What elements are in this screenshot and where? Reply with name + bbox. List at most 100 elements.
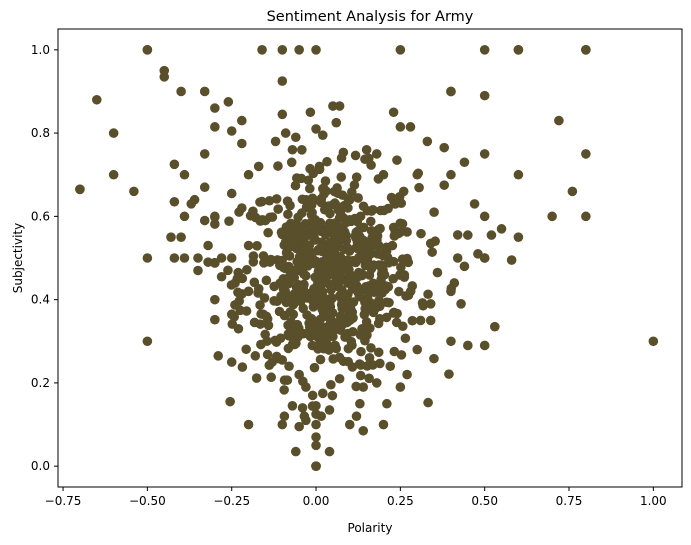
data-point	[449, 278, 460, 288]
data-point	[300, 270, 311, 281]
points-layer	[75, 45, 659, 471]
data-point	[337, 285, 347, 295]
data-point	[277, 45, 288, 55]
data-point	[395, 382, 406, 392]
data-point	[331, 117, 342, 128]
data-point	[338, 147, 349, 158]
data-point	[213, 351, 224, 361]
data-point	[423, 289, 433, 300]
data-point	[280, 128, 291, 138]
data-point	[237, 115, 247, 126]
data-point	[513, 45, 524, 55]
data-point	[129, 186, 139, 197]
data-point	[389, 231, 400, 241]
y-tick-label: 0.6	[31, 209, 50, 223]
data-point	[429, 207, 439, 217]
data-point	[388, 107, 399, 118]
y-axis-label: Subjectivity	[11, 223, 25, 293]
x-tick-label: 0.00	[303, 494, 330, 508]
data-point	[320, 322, 330, 333]
data-point	[479, 253, 490, 263]
x-tick-label: −0.75	[45, 494, 82, 508]
data-point	[425, 299, 436, 309]
data-point	[407, 315, 418, 326]
data-point	[334, 275, 344, 285]
data-point	[432, 267, 443, 278]
data-point	[283, 209, 293, 220]
data-point	[226, 309, 237, 320]
data-point	[479, 211, 490, 222]
axes-frame	[57, 28, 683, 488]
data-point	[463, 230, 473, 240]
data-point	[402, 369, 412, 380]
data-point	[479, 340, 490, 351]
data-point	[193, 253, 203, 263]
data-point	[297, 145, 307, 155]
data-point	[350, 150, 361, 161]
data-point	[210, 122, 220, 132]
data-point	[581, 149, 591, 159]
data-point	[193, 265, 203, 276]
chart-title: Sentiment Analysis for Army	[267, 9, 474, 25]
data-point	[459, 261, 470, 272]
data-point	[376, 262, 386, 272]
data-point	[210, 314, 220, 325]
data-point	[479, 45, 490, 55]
data-point	[412, 169, 423, 180]
data-point	[282, 196, 293, 206]
data-point	[513, 169, 524, 180]
data-point	[279, 287, 290, 297]
data-point	[243, 169, 254, 180]
data-point	[226, 126, 237, 136]
data-point	[230, 278, 240, 288]
data-point	[356, 346, 366, 357]
x-tick-label: 0.50	[471, 494, 498, 508]
y-tick-label: 1.0	[31, 43, 50, 57]
data-point	[389, 346, 400, 357]
data-point	[305, 107, 316, 118]
data-point	[412, 344, 423, 355]
data-point	[357, 269, 367, 279]
y-tick-label: 0.4	[31, 293, 50, 307]
x-axis: −0.75 −0.50 −0.25 0.00 0.25 0.50 0.75 1.00	[45, 487, 667, 508]
data-point	[317, 130, 328, 140]
data-point	[446, 86, 456, 97]
data-point	[381, 281, 391, 291]
data-point	[315, 354, 326, 365]
data-point	[364, 373, 374, 384]
y-axis: 0.0 0.2 0.4 0.6 0.8 1.0	[31, 43, 58, 473]
data-point	[452, 230, 463, 240]
data-point	[389, 307, 399, 318]
data-point	[327, 327, 337, 337]
data-point	[422, 136, 433, 147]
data-point	[223, 97, 234, 107]
data-point	[365, 323, 375, 333]
data-point	[323, 201, 334, 211]
data-point	[251, 373, 262, 383]
data-point	[295, 254, 305, 264]
data-point	[233, 287, 243, 298]
data-point	[290, 446, 301, 457]
data-point	[270, 136, 281, 147]
x-tick-label: −0.25	[213, 494, 250, 508]
x-tick-label: −0.50	[129, 494, 166, 508]
data-point	[261, 275, 272, 286]
data-point	[108, 169, 119, 180]
data-point	[311, 318, 322, 329]
data-point	[311, 419, 321, 430]
data-point	[648, 336, 659, 347]
data-point	[439, 142, 450, 153]
data-point	[338, 213, 349, 223]
data-point	[334, 101, 345, 111]
data-point	[311, 432, 321, 442]
data-point	[325, 313, 336, 323]
data-point	[179, 253, 190, 263]
data-point	[439, 180, 450, 190]
data-point	[223, 265, 233, 276]
x-tick-label: 0.25	[387, 494, 414, 508]
data-point	[423, 397, 433, 408]
data-point	[322, 156, 332, 167]
data-point	[344, 194, 355, 205]
data-point	[425, 315, 436, 326]
